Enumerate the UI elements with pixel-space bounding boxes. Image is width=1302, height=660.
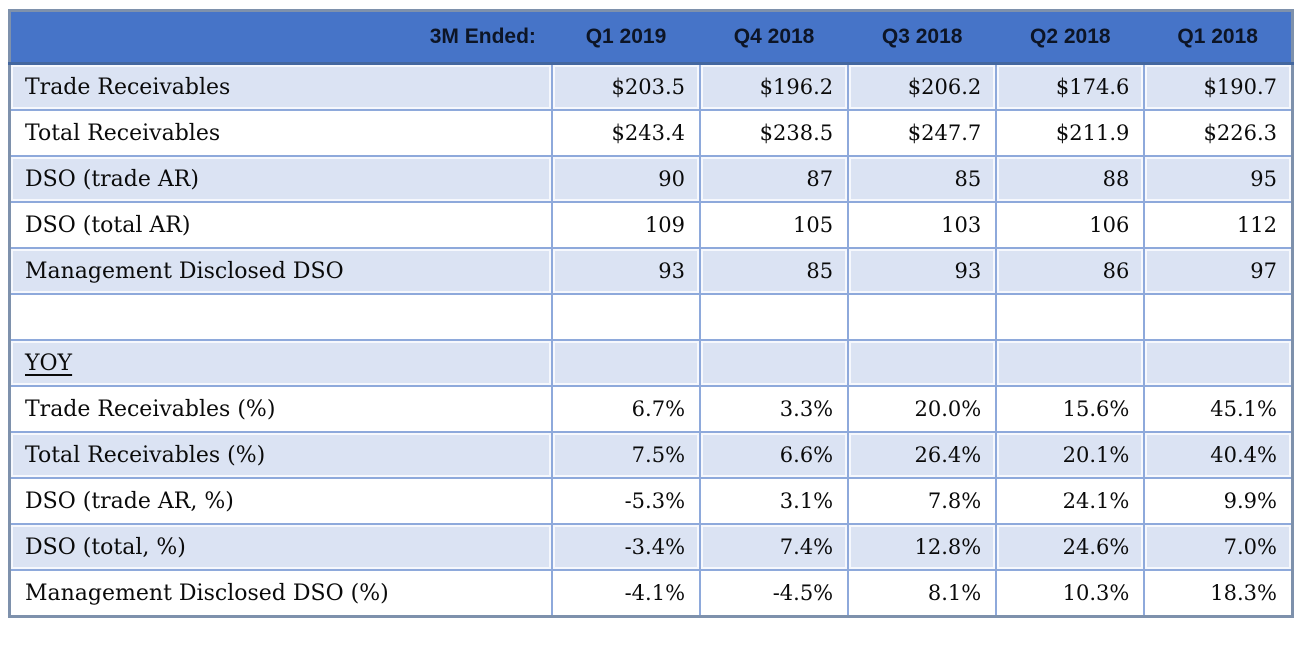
- table-row: Management Disclosed DSO (%) -4.1% -4.5% 8.…: [8, 569, 1294, 618]
- cell-value: 93: [550, 247, 702, 295]
- header-cell-q1-2019: Q1 2019: [551, 10, 701, 65]
- table-row: Total Receivables (%) 7.5% 6.6% 26.4% 20.1% 4…: [8, 431, 1294, 479]
- cell-value: 93: [847, 247, 998, 295]
- cell-value: $206.2: [847, 62, 998, 111]
- cell-value: 9.9%: [1143, 477, 1294, 525]
- table-body: Trade Receivables $203.5 $196.2 $206.2 $174.…: [8, 62, 1294, 618]
- table-row: DSO (total AR) 109 105 103 106 112: [8, 201, 1294, 249]
- cell-value: 3.1%: [699, 477, 850, 525]
- cell-value: -3.4%: [550, 523, 702, 571]
- cell-value: 7.8%: [847, 477, 998, 525]
- header-cell-3m-ended: 3M Ended:: [9, 10, 552, 65]
- cell-value: [550, 293, 702, 341]
- cell-value: 40.4%: [1143, 431, 1294, 479]
- cell-value: -5.3%: [550, 477, 702, 525]
- table-row: YOY: [8, 339, 1294, 387]
- table-row: Trade Receivables (%) 6.7% 3.3% 20.0% 15.6% 4…: [8, 385, 1294, 433]
- cell-value: 24.6%: [995, 523, 1146, 571]
- header-cell-q1-2018: Q1 2018: [1144, 10, 1293, 65]
- row-label: DSO (trade AR, %): [8, 477, 553, 525]
- cell-value: $226.3: [1143, 109, 1294, 157]
- cell-value: 88: [995, 155, 1146, 203]
- table-row: Total Receivables $243.4 $238.5 $247.7 $211.…: [8, 109, 1294, 157]
- cell-value: 7.5%: [550, 431, 702, 479]
- cell-value: 87: [699, 155, 850, 203]
- row-label: DSO (total AR): [8, 201, 553, 249]
- cell-value: 85: [699, 247, 850, 295]
- header-row: 3M Ended: Q1 2019 Q4 2018 Q3 2018 Q2 201…: [9, 10, 1293, 65]
- row-label: [8, 293, 553, 341]
- receivables-dso-table: 3M Ended: Q1 2019 Q4 2018 Q3 2018 Q2 201…: [8, 9, 1294, 618]
- cell-value: $211.9: [995, 109, 1146, 157]
- cell-value: 15.6%: [995, 385, 1146, 433]
- cell-value: 86: [995, 247, 1146, 295]
- cell-value: $247.7: [847, 109, 998, 157]
- cell-value: 10.3%: [995, 569, 1146, 618]
- cell-value: 12.8%: [847, 523, 998, 571]
- cell-value: 85: [847, 155, 998, 203]
- cell-value: $190.7: [1143, 62, 1294, 111]
- cell-value: 6.7%: [550, 385, 702, 433]
- cell-value: 105: [699, 201, 850, 249]
- cell-value: 95: [1143, 155, 1294, 203]
- cell-value: 24.1%: [995, 477, 1146, 525]
- cell-value: 109: [550, 201, 702, 249]
- row-label: Management Disclosed DSO: [8, 247, 553, 295]
- row-label: Trade Receivables: [8, 62, 553, 111]
- cell-value: [847, 339, 998, 387]
- cell-value: [847, 293, 998, 341]
- row-label: Management Disclosed DSO (%): [8, 569, 553, 618]
- cell-value: 7.4%: [699, 523, 850, 571]
- header-cell-q4-2018: Q4 2018: [700, 10, 849, 65]
- cell-value: 8.1%: [847, 569, 998, 618]
- cell-value: [1143, 293, 1294, 341]
- row-label: Total Receivables (%): [8, 431, 553, 479]
- row-label: DSO (trade AR): [8, 155, 553, 203]
- cell-value: 112: [1143, 201, 1294, 249]
- header-cell-q2-2018: Q2 2018: [996, 10, 1145, 65]
- cell-value: 3.3%: [699, 385, 850, 433]
- cell-value: [699, 339, 850, 387]
- table-row: Management Disclosed DSO 93 85 93 86 97: [8, 247, 1294, 295]
- header-cell-q3-2018: Q3 2018: [848, 10, 997, 65]
- table-row: [8, 293, 1294, 341]
- cell-value: 106: [995, 201, 1146, 249]
- cell-value: [995, 293, 1146, 341]
- cell-value: 97: [1143, 247, 1294, 295]
- cell-value: [1143, 339, 1294, 387]
- cell-value: [995, 339, 1146, 387]
- row-label: Trade Receivables (%): [8, 385, 553, 433]
- table-row: DSO (trade AR, %) -5.3% 3.1% 7.8% 24.1% 9.9%: [8, 477, 1294, 525]
- row-label: Total Receivables: [8, 109, 553, 157]
- table-row: DSO (total, %) -3.4% 7.4% 12.8% 24.6% 7.0%: [8, 523, 1294, 571]
- row-label: YOY: [8, 339, 553, 387]
- cell-value: -4.5%: [699, 569, 850, 618]
- cell-value: $203.5: [550, 62, 702, 111]
- cell-value: 6.6%: [699, 431, 850, 479]
- cell-value: 103: [847, 201, 998, 249]
- cell-value: $243.4: [550, 109, 702, 157]
- cell-value: [699, 293, 850, 341]
- cell-value: 26.4%: [847, 431, 998, 479]
- cell-value: [550, 339, 702, 387]
- row-label: DSO (total, %): [8, 523, 553, 571]
- cell-value: 45.1%: [1143, 385, 1294, 433]
- cell-value: $196.2: [699, 62, 850, 111]
- cell-value: 20.1%: [995, 431, 1146, 479]
- cell-value: 18.3%: [1143, 569, 1294, 618]
- cell-value: $174.6: [995, 62, 1146, 111]
- cell-value: -4.1%: [550, 569, 702, 618]
- table-row: DSO (trade AR) 90 87 85 88 95: [8, 155, 1294, 203]
- cell-value: $238.5: [699, 109, 850, 157]
- cell-value: 7.0%: [1143, 523, 1294, 571]
- cell-value: 90: [550, 155, 702, 203]
- table-row: Trade Receivables $203.5 $196.2 $206.2 $174.…: [8, 62, 1294, 111]
- cell-value: 20.0%: [847, 385, 998, 433]
